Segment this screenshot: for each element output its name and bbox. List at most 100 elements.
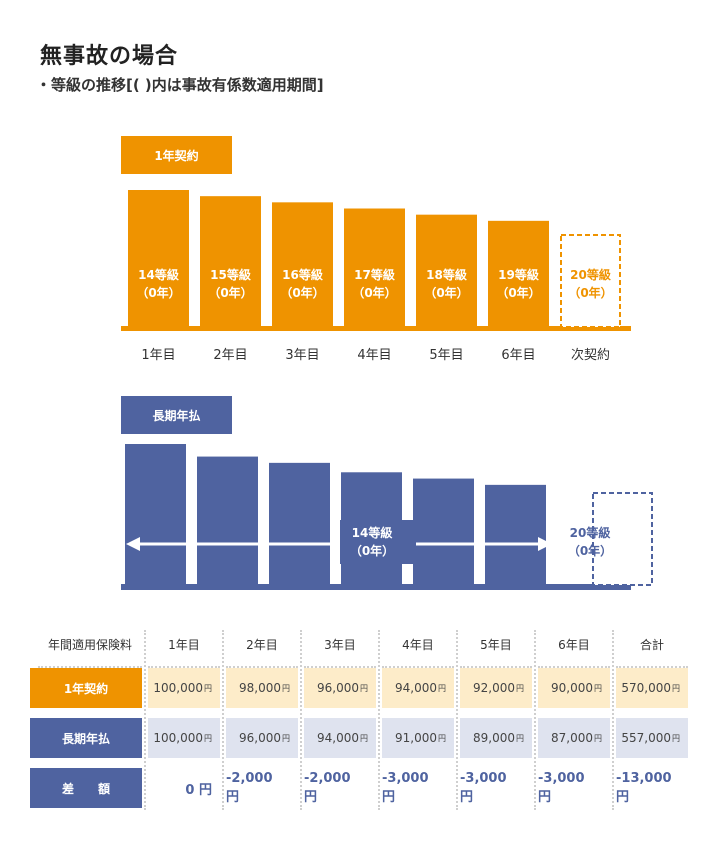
table-row-label: 1年契約 — [30, 668, 142, 708]
chart1-bar-label: 18等級 — [426, 267, 467, 282]
chart1-bar-label: 19等級 — [498, 267, 539, 282]
table-cell: 90,000 円 — [538, 668, 610, 708]
page-title: 無事故の場合 — [40, 44, 179, 69]
table-cell-value: 94,000 — [395, 681, 437, 695]
chart1-bar-label: 15等級 — [210, 267, 251, 282]
chart1-tag: 1年契約 — [121, 136, 232, 174]
table-cell-value: 100,000 — [153, 731, 203, 745]
table-cell: 96,000 円 — [304, 668, 376, 708]
chart2-bar-next — [592, 492, 653, 586]
table-col-divider — [222, 630, 224, 810]
chart1-bar-sublabel: （0年） — [280, 285, 324, 300]
table-cell-unit: 円 — [204, 683, 212, 693]
chart2-span-sublabel: （0年） — [350, 543, 394, 558]
table-header-col: 合計 — [616, 622, 688, 668]
table-cell-value: 89,000 — [473, 731, 515, 745]
table-diff-value: -3,000 円 — [460, 771, 507, 805]
table-cell: 89,000 円 — [460, 718, 532, 758]
table-cell-unit: 円 — [438, 733, 446, 743]
chart1-x-tick: 2年目 — [213, 348, 247, 363]
chart1-bar-label: 20等級 — [570, 267, 611, 282]
table-cell-value: 92,000 — [473, 681, 515, 695]
table-cell-unit: 円 — [516, 733, 524, 743]
table-header-label: 年間適用保険料 — [38, 622, 142, 668]
table-header-col: 6年目 — [538, 622, 610, 668]
chart1-x-tick: 1年目 — [141, 348, 175, 363]
table-cell-value: 98,000 — [239, 681, 281, 695]
table-cell-unit: 円 — [438, 683, 446, 693]
table-cell-unit: 円 — [672, 733, 680, 743]
chart2-tag: 長期年払 — [121, 396, 232, 434]
table-cell: 96,000 円 — [226, 718, 298, 758]
table-cell-unit: 円 — [516, 683, 524, 693]
chart1-x-tick: 3年目 — [285, 348, 319, 363]
chart1-bar-label: 14等級 — [138, 267, 179, 282]
chart1-bar-next — [560, 234, 621, 328]
table-cell: 98,000 円 — [226, 668, 298, 708]
chart1-x-tick: 5年目 — [429, 348, 463, 363]
chart1-bar-sublabel: （0年） — [424, 285, 468, 300]
chart2-bar-3 — [269, 462, 330, 586]
chart1-baseline — [121, 326, 631, 331]
chart2-baseline — [121, 584, 631, 590]
table-cell-unit: 円 — [594, 733, 602, 743]
chart-long-term: 14等級 （0年） 20等級 （0年） — [121, 444, 653, 590]
table-cell: 91,000 円 — [382, 718, 454, 758]
chart1-bar-sublabel: （0年） — [568, 285, 612, 300]
table-cell-unit: 円 — [594, 683, 602, 693]
table-cell-unit: 円 — [360, 683, 368, 693]
table-diff-label: 差 額 — [30, 768, 142, 808]
table-cell-unit: 円 — [204, 733, 212, 743]
chart1-bar-sublabel: （0年） — [352, 285, 396, 300]
table-col-divider — [300, 630, 302, 810]
table-cell: 92,000 円 — [460, 668, 532, 708]
table-cell: 100,000 円 — [148, 718, 220, 758]
table-header-col: 2年目 — [226, 622, 298, 668]
chart1-x-tick: 4年目 — [357, 348, 391, 363]
page-subtitle: ・等級の推移[( )内は事故有係数適用期間] — [36, 76, 324, 94]
chart2-span-arrowhead-left — [126, 537, 140, 551]
table-diff-value: -3,000 円 — [538, 771, 585, 805]
chart1-bar-2 — [200, 196, 261, 328]
table-cell: 94,000 円 — [304, 718, 376, 758]
table-diff-value: -13,000 円 — [616, 771, 672, 805]
table-cell-unit: 円 — [360, 733, 368, 743]
chart2-span-label-bg — [340, 520, 416, 564]
chart1-x-tick: 6年目 — [501, 348, 535, 363]
chart2-span-arrowhead-right — [538, 537, 552, 551]
table-cell-value: 96,000 — [239, 731, 281, 745]
table-diff-value: -2,000 円 — [226, 771, 273, 805]
table-cell: 557,000 円 — [616, 718, 688, 758]
table-cell-value: 94,000 — [317, 731, 359, 745]
table-header-col: 3年目 — [304, 622, 376, 668]
chart2-bar-2 — [197, 456, 258, 586]
table-col-divider — [456, 630, 458, 810]
table-cell-value: 90,000 — [551, 681, 593, 695]
table-cell-value: 100,000 — [153, 681, 203, 695]
chart1-bar-6 — [488, 220, 549, 328]
chart2-span-label: 14等級 — [352, 525, 393, 540]
table-cell: 100,000 円 — [148, 668, 220, 708]
chart1-x-tick: 次契約 — [571, 347, 610, 363]
table-col-divider — [378, 630, 380, 810]
chart1-bar-3 — [272, 202, 333, 328]
chart2-next-label: 20等級 — [570, 525, 611, 540]
table-cell-value: 91,000 — [395, 731, 437, 745]
chart1-bar-5 — [416, 214, 477, 328]
table-diff-value: 0 円 — [185, 782, 212, 798]
chart2-next-sublabel: （0年） — [568, 543, 612, 558]
chart1-bar-label: 17等級 — [354, 267, 395, 282]
chart1-bar-sublabel: （0年） — [208, 285, 252, 300]
chart1-bar-sublabel: （0年） — [136, 285, 180, 300]
table-cell-value: 87,000 — [551, 731, 593, 745]
table-header-col: 1年目 — [148, 622, 220, 668]
table-cell-unit: 円 — [282, 733, 290, 743]
chart-one-year: 14等級 （0年） 1年目 15等級 （0年） 2年目 16等級 （0年） 3年目 17等級 （0年… — [121, 190, 631, 363]
chart1-bar-4 — [344, 208, 405, 328]
table-diff-value: -3,000 円 — [382, 771, 429, 805]
table-cell-value: 557,000 — [621, 731, 671, 745]
table-cell-value: 570,000 — [621, 681, 671, 695]
table-cell-unit: 円 — [672, 683, 680, 693]
chart2-bar-1 — [125, 444, 186, 586]
table-cell: 570,000 円 — [616, 668, 688, 708]
